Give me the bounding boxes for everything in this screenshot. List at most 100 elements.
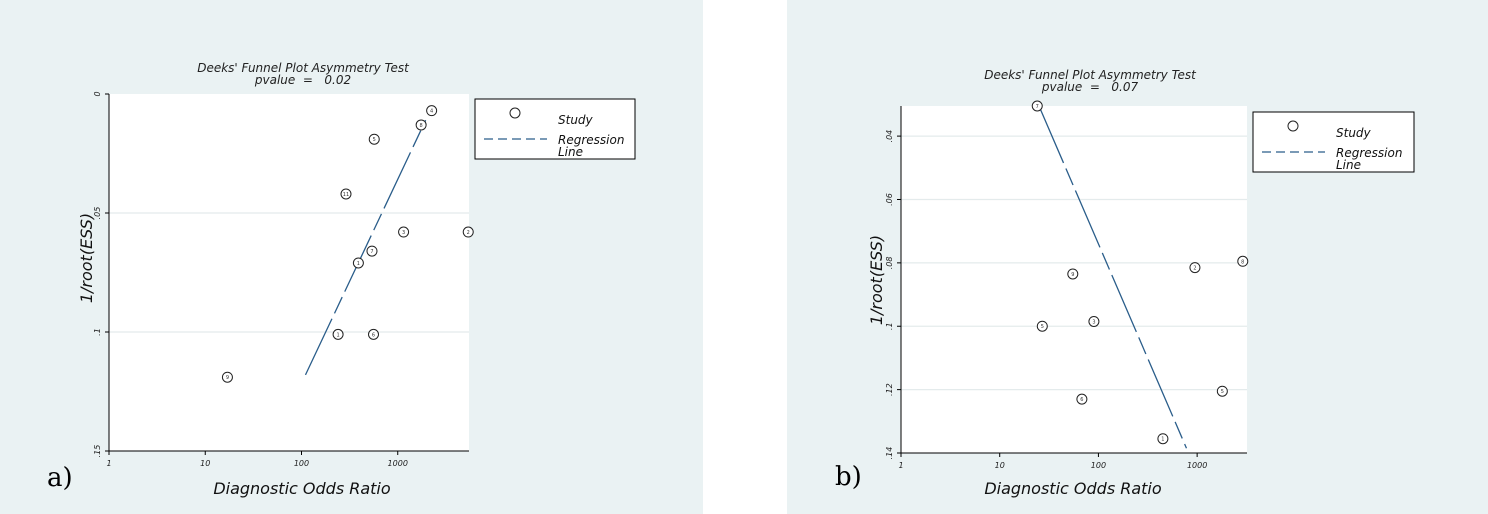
chart-subtitle: pvalue = 0.07 bbox=[1041, 80, 1139, 94]
y-tick-label: .05 bbox=[93, 207, 102, 220]
y-tick-label: .14 bbox=[885, 447, 894, 460]
panel-label: b) bbox=[835, 462, 862, 492]
study-point-marker bbox=[1076, 393, 1088, 405]
y-tick-label: .12 bbox=[885, 383, 894, 396]
study-point-label: 5 bbox=[1041, 324, 1044, 330]
study-point: 1 bbox=[332, 328, 344, 340]
legend: Study Regression Line bbox=[474, 98, 636, 160]
study-point: 4 bbox=[426, 105, 438, 117]
study-point-marker bbox=[332, 328, 344, 340]
plot-area bbox=[901, 106, 1247, 453]
study-point-marker bbox=[368, 133, 380, 145]
panel-label: a) bbox=[47, 463, 73, 493]
study-point-marker bbox=[1036, 320, 1048, 332]
legend-label-regression-line1: Regression bbox=[1336, 146, 1402, 160]
study-point-marker bbox=[1157, 433, 1169, 445]
chart-a-svg: 0 .05 .1 .15 1 10 100 1000 9 1 6 1 7 3 2 11 5 8 4 Deeks' Fu… bbox=[47, 61, 636, 498]
study-point-label: 5 bbox=[1221, 389, 1224, 395]
study-point: 3 bbox=[1088, 315, 1100, 327]
study-point: 1 bbox=[1157, 433, 1169, 445]
chart-title: Deeks' Funnel Plot Asymmetry Test bbox=[984, 68, 1197, 82]
study-point-label: 9 bbox=[226, 375, 229, 381]
chart-title: Deeks' Funnel Plot Asymmetry Test bbox=[197, 61, 410, 75]
study-point-label: 9 bbox=[1071, 272, 1074, 278]
legend-marker-study bbox=[509, 107, 521, 119]
legend-label-regression-line1: Regression bbox=[558, 133, 624, 147]
x-tick-label: 1 bbox=[898, 461, 903, 470]
y-axis-label: 1/root(ESS) bbox=[867, 235, 886, 325]
x-axis-label: Diagnostic Odds Ratio bbox=[984, 479, 1162, 498]
chart-subtitle: pvalue = 0.02 bbox=[254, 73, 351, 87]
study-point-marker bbox=[1237, 255, 1249, 267]
legend-label-study: Study bbox=[1336, 126, 1372, 140]
x-axis-label: Diagnostic Odds Ratio bbox=[213, 479, 391, 498]
legend-label-study: Study bbox=[558, 113, 594, 127]
study-point-label: 1 bbox=[1161, 437, 1164, 443]
study-point: 6 bbox=[368, 328, 380, 340]
x-tick-label: 10 bbox=[995, 461, 1005, 470]
legend-box bbox=[1252, 111, 1415, 173]
study-point-marker bbox=[1067, 268, 1079, 280]
y-tick-label: .08 bbox=[885, 256, 894, 269]
legend-label-regression: Regression Line bbox=[558, 133, 624, 159]
y-tick-label: .1 bbox=[885, 322, 894, 330]
study-point-marker bbox=[1189, 262, 1201, 274]
study-point-marker bbox=[1216, 385, 1228, 397]
study-point-marker bbox=[368, 328, 380, 340]
study-point-label: 4 bbox=[430, 109, 433, 115]
study-point: 5 bbox=[1036, 320, 1048, 332]
study-point-label: 2 bbox=[1193, 266, 1196, 272]
legend-box bbox=[474, 98, 636, 160]
x-tick-label: 10 bbox=[200, 459, 210, 468]
study-point: 8 bbox=[415, 119, 427, 131]
x-tick-label: 1 bbox=[106, 459, 111, 468]
y-axis-label: 1/root(ESS) bbox=[77, 213, 96, 303]
legend-label-regression: Regression Line bbox=[1336, 146, 1402, 172]
study-point-marker bbox=[221, 371, 233, 383]
study-point-marker bbox=[352, 257, 364, 269]
study-point-label: 3 bbox=[1092, 319, 1095, 325]
study-point-label: 7 bbox=[1036, 104, 1039, 110]
study-point: 9 bbox=[221, 371, 233, 383]
panel-b: .04 .06 .08 .1 .12 .14 1 10 100 1000 7 9 5 3 6 1 2 5 8 Deek… bbox=[787, 0, 1488, 514]
regression-line bbox=[304, 119, 427, 376]
study-point-marker bbox=[398, 226, 410, 238]
study-point: 3 bbox=[398, 226, 410, 238]
study-point-label: 2 bbox=[467, 230, 470, 236]
study-point: 9 bbox=[1067, 268, 1079, 280]
study-point-label: 8 bbox=[420, 123, 423, 129]
study-point-marker bbox=[426, 105, 438, 117]
study-point-label: 11 bbox=[343, 192, 349, 198]
chart-b-svg: .04 .06 .08 .1 .12 .14 1 10 100 1000 7 9 5 3 6 1 2 5 8 Deek… bbox=[835, 68, 1415, 498]
study-point-label: 1 bbox=[357, 261, 360, 267]
plot-area bbox=[109, 94, 469, 451]
study-point-label: 6 bbox=[372, 332, 375, 338]
study-point-marker bbox=[415, 119, 427, 131]
panel-a: 0 .05 .1 .15 1 10 100 1000 9 1 6 1 7 3 2 11 5 8 4 Deeks' Fu… bbox=[0, 0, 703, 514]
study-point-label: 1 bbox=[336, 332, 339, 338]
study-point-label: 3 bbox=[402, 230, 405, 236]
y-tick-label: .15 bbox=[93, 445, 102, 458]
study-point-marker bbox=[366, 245, 378, 257]
study-point: 7 bbox=[366, 245, 378, 257]
y-tick-label: .06 bbox=[885, 193, 894, 206]
study-point-label: 6 bbox=[1080, 397, 1083, 403]
study-point: 6 bbox=[1076, 393, 1088, 405]
study-point: 5 bbox=[1216, 385, 1228, 397]
y-tick-label: .04 bbox=[885, 130, 894, 143]
study-point-label: 8 bbox=[1241, 259, 1244, 265]
study-point: 8 bbox=[1237, 255, 1249, 267]
x-tick-label: 100 bbox=[294, 459, 309, 468]
study-point-marker bbox=[1031, 100, 1043, 112]
legend: Study Regression Line bbox=[1252, 111, 1415, 173]
x-tick-label: 100 bbox=[1091, 461, 1106, 470]
study-point: 5 bbox=[368, 133, 380, 145]
x-tick-label: 1000 bbox=[388, 459, 408, 468]
study-point: 7 bbox=[1031, 100, 1043, 112]
legend-marker-study bbox=[1287, 120, 1299, 132]
study-point-marker bbox=[340, 188, 352, 200]
study-point: 1 bbox=[352, 257, 364, 269]
y-tick-label: 0 bbox=[93, 91, 102, 96]
y-tick-label: .1 bbox=[93, 328, 102, 336]
legend-label-regression-line2: Line bbox=[558, 145, 583, 159]
